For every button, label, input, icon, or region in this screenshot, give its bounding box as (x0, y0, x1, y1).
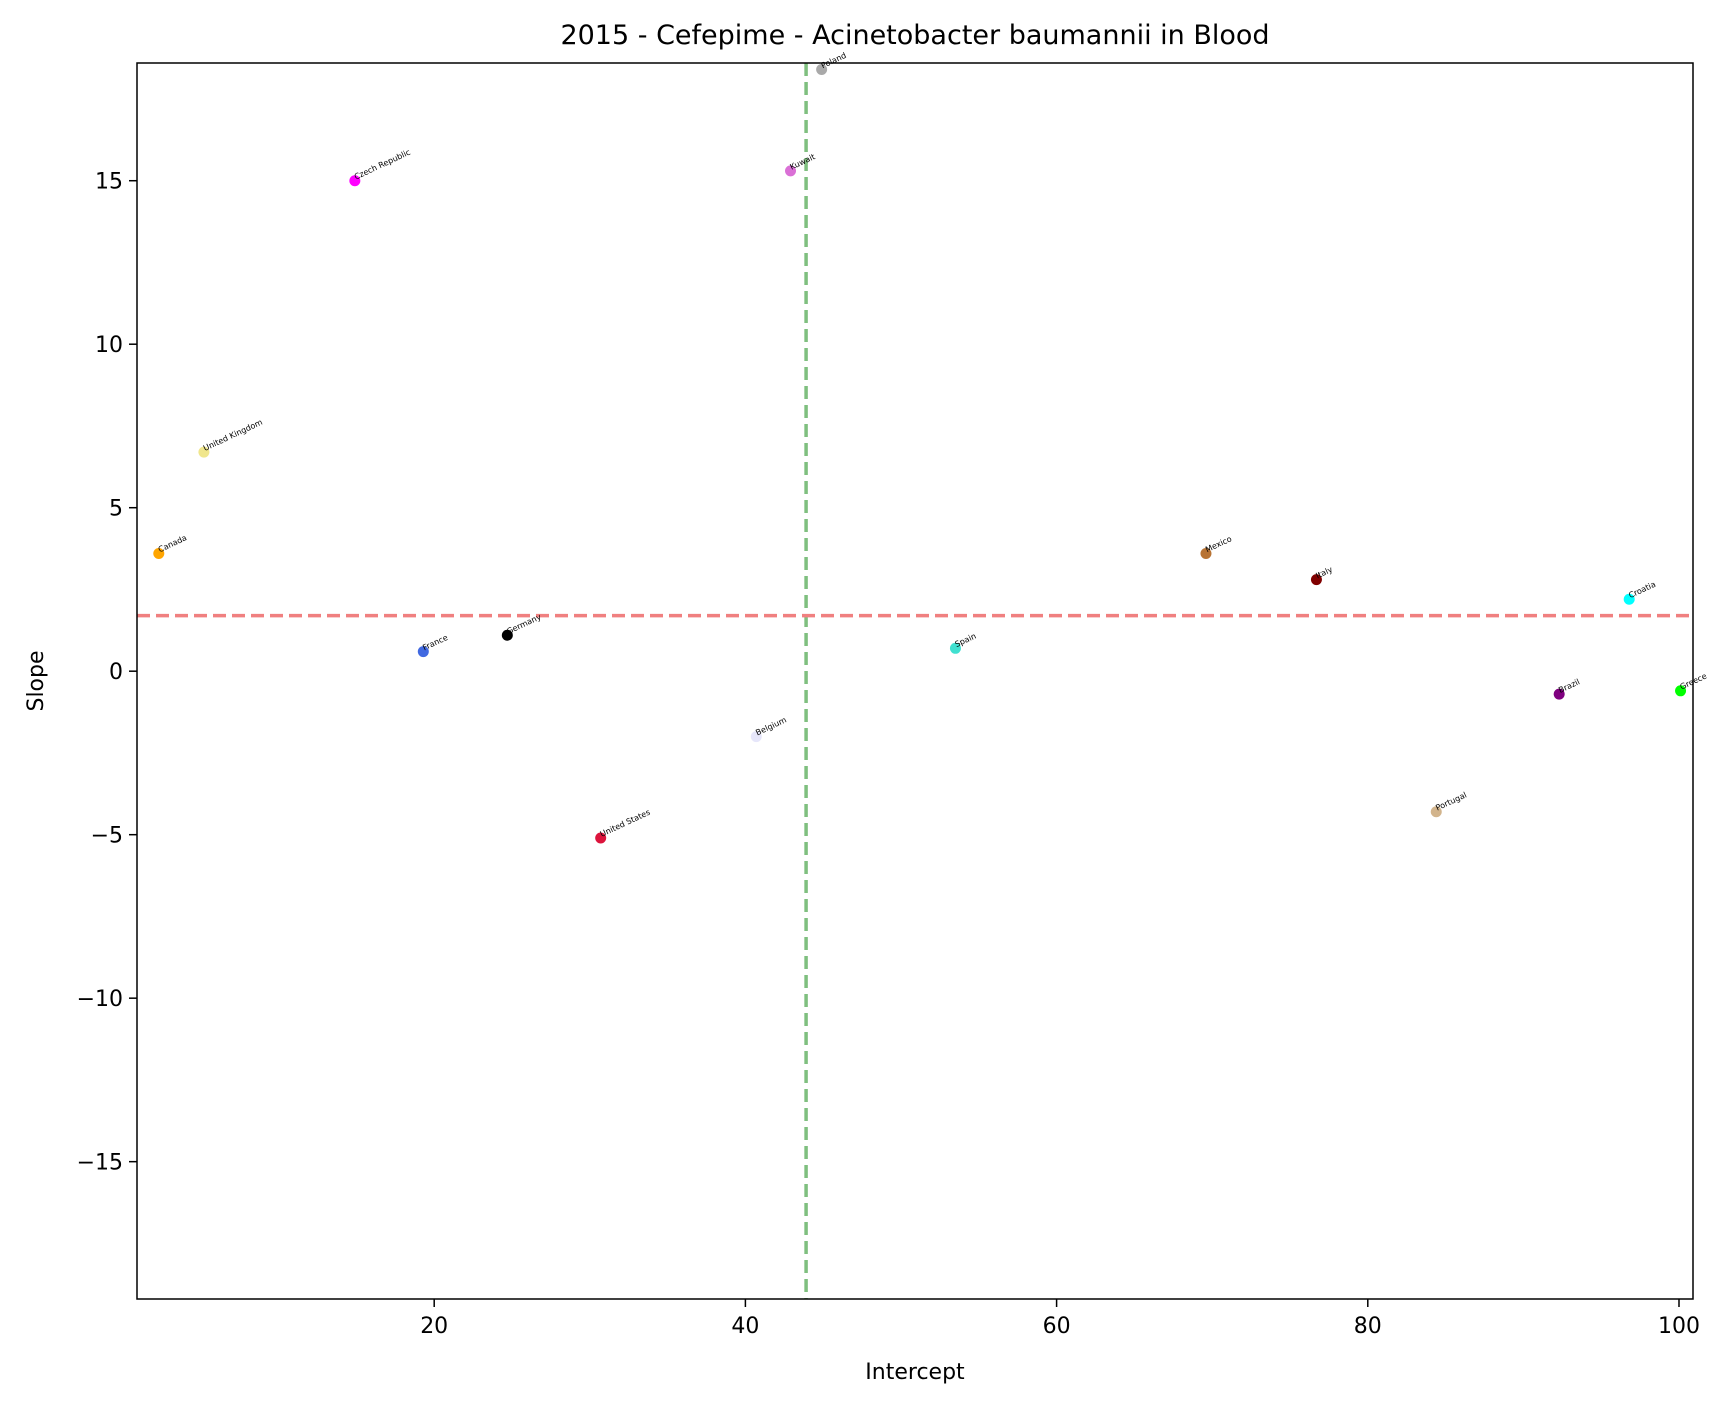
y-axis: −15 −10 −5 0 5 10 15 (77, 170, 137, 1176)
point-poland (816, 64, 828, 76)
point-czech-republic (349, 175, 361, 187)
chart-title: 2015 - Cefepime - Acinetobacter baumanni… (560, 20, 1269, 51)
point-mexico (1200, 547, 1212, 559)
y-tick-label: 5 (109, 497, 123, 522)
y-tick-label: −10 (77, 987, 123, 1012)
point-spain (949, 642, 961, 654)
point-greece (1675, 685, 1687, 697)
point-kuwait (785, 165, 797, 177)
data-points (153, 64, 1687, 844)
x-axis-title: Intercept (865, 1360, 965, 1385)
point-france (417, 646, 429, 658)
point-germany (501, 629, 513, 641)
point-croatia (1623, 593, 1635, 605)
x-tick-label: 40 (731, 1314, 759, 1339)
reference-lines (137, 63, 1693, 1299)
point-italy (1310, 574, 1322, 586)
y-tick-label: −5 (91, 824, 123, 849)
x-axis: 20 40 60 80 100 (420, 1299, 1700, 1339)
point-portugal (1430, 806, 1442, 818)
point-united-kingdom (198, 446, 210, 458)
x-tick-label: 80 (1354, 1314, 1382, 1339)
y-tick-label: 15 (95, 170, 123, 195)
y-tick-label: 0 (109, 660, 123, 685)
x-tick-label: 100 (1658, 1314, 1700, 1339)
point-belgium (750, 731, 762, 743)
plot-frame (136, 62, 1694, 1300)
y-tick-label: 10 (95, 333, 123, 358)
point-canada (153, 547, 165, 559)
x-tick-label: 60 (1043, 1314, 1071, 1339)
y-axis-title: Slope (24, 650, 49, 711)
x-tick-label: 20 (420, 1314, 448, 1339)
y-tick-label: −15 (77, 1151, 123, 1176)
point-brazil (1553, 688, 1565, 700)
point-united-states (595, 832, 607, 844)
